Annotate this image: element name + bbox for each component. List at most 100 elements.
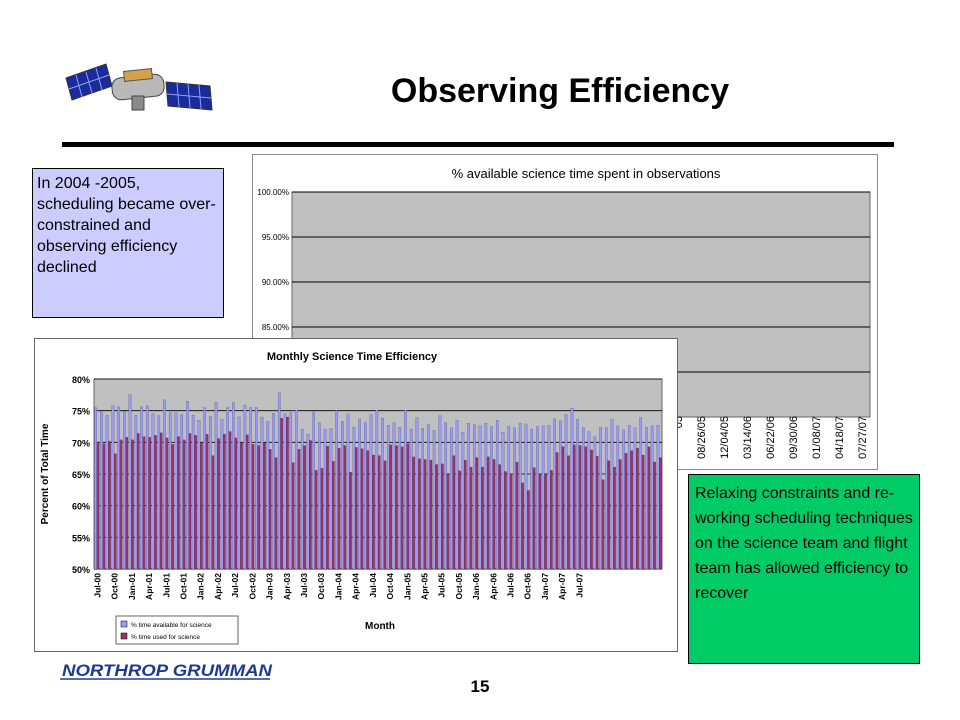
bar-used xyxy=(481,466,484,570)
chart2-x-tick-label: Apr-07 xyxy=(557,573,567,600)
bar-used xyxy=(222,433,226,570)
chart2-x-axis: Jul-00 Oct-00 Jan-01 Apr-01 Jul-01 Oct-01 Jan-… xyxy=(92,573,584,600)
bar-available xyxy=(645,427,648,570)
bar-used xyxy=(544,474,547,570)
bar-available xyxy=(346,413,350,570)
bar-available xyxy=(495,420,499,570)
bar-available xyxy=(650,425,654,570)
chart1-y-tick-label: 95.00% xyxy=(262,233,289,242)
bar-used xyxy=(154,435,157,570)
bar-used xyxy=(636,447,639,570)
bar-used xyxy=(268,449,272,570)
bar-used xyxy=(131,439,134,570)
chart2-y-tick-label: 50% xyxy=(72,565,90,575)
bar-available xyxy=(128,394,132,570)
chart2-x-tick-label: Oct-02 xyxy=(247,573,257,600)
bar-available xyxy=(180,414,184,570)
bar-used xyxy=(423,459,427,570)
bar-available xyxy=(145,405,149,570)
bar-used xyxy=(532,467,536,570)
bar-available xyxy=(564,414,568,570)
chart2-x-tick-label: Jul-02 xyxy=(230,573,240,598)
bar-available xyxy=(226,407,229,570)
chart1-x-axis: 05 08/26/05 12/04/05 03/14/06 06/22/06 09/30/… xyxy=(673,416,869,459)
bar-used xyxy=(446,474,450,570)
bar-available xyxy=(140,406,143,570)
bar-used xyxy=(613,466,616,570)
bar-used xyxy=(349,472,352,570)
bar-available xyxy=(203,407,206,570)
bar-used xyxy=(492,459,496,570)
chart1-title: % available science time spent in observ… xyxy=(452,166,721,181)
bar-available xyxy=(484,423,488,570)
bar-available xyxy=(283,413,287,570)
bar-used xyxy=(360,448,364,570)
chart2-legend: % time available for science % time used… xyxy=(115,615,239,645)
bar-available xyxy=(392,422,396,570)
bar-available xyxy=(627,425,631,570)
bar-used xyxy=(119,439,123,570)
bar-available xyxy=(490,426,493,570)
bar-used xyxy=(165,437,169,570)
chart1-y-axis: 100.00% 95.00% 90.00% 85.00% xyxy=(257,188,289,332)
chart1-x-tick-label: 07/27/07 xyxy=(857,416,869,459)
bar-available xyxy=(398,427,402,570)
bar-available xyxy=(352,427,356,570)
bar-used xyxy=(240,442,243,570)
bar-used xyxy=(458,470,461,570)
monthly-bar-chart: Monthly Science Time Efficiency 80% 75% 70… xyxy=(34,338,678,652)
chart2-x-tick-label: Apr-06 xyxy=(488,573,498,600)
bar-used xyxy=(429,459,433,570)
bar-available xyxy=(386,425,390,570)
chart2-x-tick-label: Jul-07 xyxy=(574,573,584,598)
bar-available xyxy=(576,419,579,570)
bar-used xyxy=(372,454,375,570)
bar-used xyxy=(538,474,542,570)
bar-used xyxy=(309,440,312,570)
bar-used xyxy=(217,438,220,570)
bar-used xyxy=(211,455,215,570)
bar-available xyxy=(582,427,585,570)
slide-title: Observing Efficiency xyxy=(390,72,730,110)
chart2-x-tick-label: Oct-06 xyxy=(523,573,533,600)
bar-available xyxy=(197,420,201,570)
bar-used xyxy=(400,446,404,570)
bar-available xyxy=(409,428,413,570)
bar-available xyxy=(364,422,367,570)
chart2-y-tick-label: 70% xyxy=(72,438,90,448)
bar-available xyxy=(513,427,516,570)
chart1-x-tick-label: 09/30/06 xyxy=(788,416,800,459)
satellite-icon xyxy=(65,63,213,111)
bar-available xyxy=(186,401,189,570)
legend-swatch-used xyxy=(120,632,128,640)
bar-used xyxy=(452,455,456,570)
bar-used xyxy=(653,461,656,570)
bar-used xyxy=(435,464,438,570)
bar-available xyxy=(610,419,614,570)
bar-available xyxy=(507,426,511,570)
chart2-y-tick-label: 75% xyxy=(72,407,90,417)
chart2-x-tick-label: Jan-06 xyxy=(471,573,481,600)
bar-used xyxy=(280,418,283,570)
bar-used xyxy=(257,445,261,570)
chart1-x-tick-label: 12/04/05 xyxy=(719,416,731,459)
bar-available xyxy=(467,423,470,570)
bar-used xyxy=(286,416,289,570)
chart1-x-tick-label: 01/08/07 xyxy=(811,416,823,459)
bar-used xyxy=(504,471,507,570)
bar-used xyxy=(177,436,180,570)
bar-used xyxy=(630,450,633,570)
bar-available xyxy=(587,431,591,570)
bar-available xyxy=(94,407,97,570)
bar-available xyxy=(501,432,505,570)
bar-used xyxy=(584,446,588,570)
chart2-x-tick-label: Oct-04 xyxy=(385,573,395,600)
bar-available xyxy=(341,421,344,570)
bar-available xyxy=(570,408,574,570)
chart1-y-tick-label: 85.00% xyxy=(262,323,289,332)
bar-used xyxy=(383,460,387,570)
bar-used xyxy=(136,433,140,570)
bar-available xyxy=(306,433,310,570)
chart2-bars xyxy=(94,392,662,570)
chart2-x-tick-label: Jul-05 xyxy=(437,573,447,598)
